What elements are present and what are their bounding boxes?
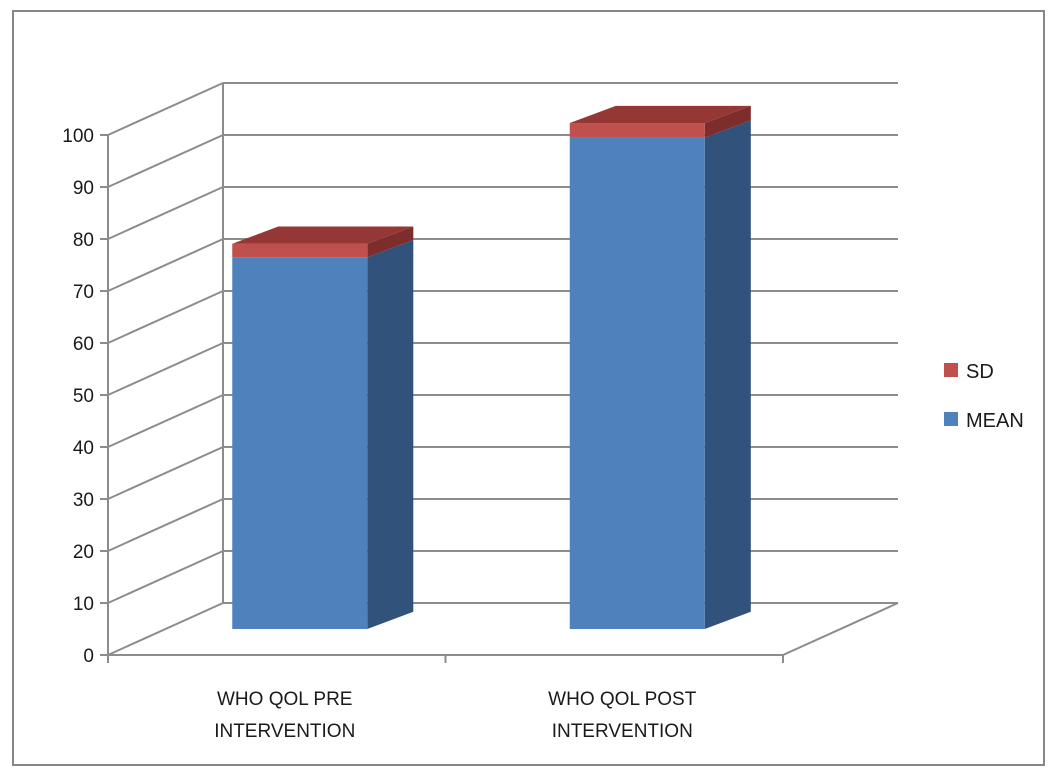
category-label-line: WHO QOL PRE	[217, 689, 352, 710]
gridline-wall-40	[107, 394, 224, 448]
bar-mean-front-1	[569, 137, 705, 629]
bar-stack-1	[569, 105, 751, 630]
y-tick-label: 50	[73, 386, 94, 407]
bars	[232, 105, 751, 630]
category-label-0: WHO QOL PRE INTERVENTION	[214, 689, 355, 742]
y-tick-label: 30	[73, 490, 94, 511]
legend: SD MEAN	[944, 361, 1024, 432]
floor-right-edge	[782, 602, 899, 656]
gridlines	[107, 82, 898, 604]
legend-label-sd: SD	[966, 361, 994, 383]
legend-swatch-mean	[944, 412, 958, 426]
bar-mean-front-0	[232, 257, 368, 629]
gridline-wall-50	[107, 342, 224, 396]
y-tick-label: 70	[73, 282, 94, 303]
bar-sd-front-1	[569, 123, 705, 138]
legend-label-mean: MEAN	[966, 410, 1024, 432]
category-label-1: WHO QOL POST INTERVENTION	[548, 689, 697, 742]
y-tick-label: 10	[73, 594, 94, 615]
gridline-wall-30	[107, 446, 224, 500]
gridline-wall-80	[107, 186, 224, 240]
floor-left-edge	[107, 602, 224, 656]
bar-mean-side-0	[367, 240, 414, 629]
bar-sd-top-0	[232, 226, 414, 244]
category-label-line: INTERVENTION	[552, 721, 693, 742]
y-tick-labels: 0 10 20 30 40 50 60 70 80 90 100	[62, 126, 94, 667]
gridline-wall-10	[107, 550, 224, 604]
y-tick-label: 80	[73, 230, 94, 251]
legend-swatch-sd	[944, 363, 958, 377]
gridline-wall-90	[107, 134, 224, 188]
y-tick-label: 90	[73, 178, 94, 199]
axes	[100, 134, 784, 663]
bar-mean-side-1	[704, 120, 751, 630]
y-tick-label: 60	[73, 334, 94, 355]
bar-sd-front-0	[232, 243, 368, 258]
bar-sd-side-0	[367, 226, 414, 258]
y-tick-label: 20	[73, 542, 94, 563]
bar-sd-top-1	[569, 105, 751, 123]
gridline-wall-60	[107, 290, 224, 344]
y-tick-label: 0	[83, 646, 94, 667]
category-labels: WHO QOL PRE INTERVENTION WHO QOL POST INTER…	[214, 689, 697, 742]
y-tick-label: 100	[62, 126, 94, 147]
bar-sd-side-1	[704, 105, 751, 138]
gridline-wall-70	[107, 238, 224, 292]
bar-stack-0	[232, 226, 414, 629]
gridline-wall-100	[107, 82, 224, 136]
chart-walls	[107, 83, 899, 656]
gridline-wall-20	[107, 498, 224, 552]
category-label-line: INTERVENTION	[214, 721, 355, 742]
y-tick-label: 40	[73, 438, 94, 459]
category-label-line: WHO QOL POST	[548, 689, 697, 710]
